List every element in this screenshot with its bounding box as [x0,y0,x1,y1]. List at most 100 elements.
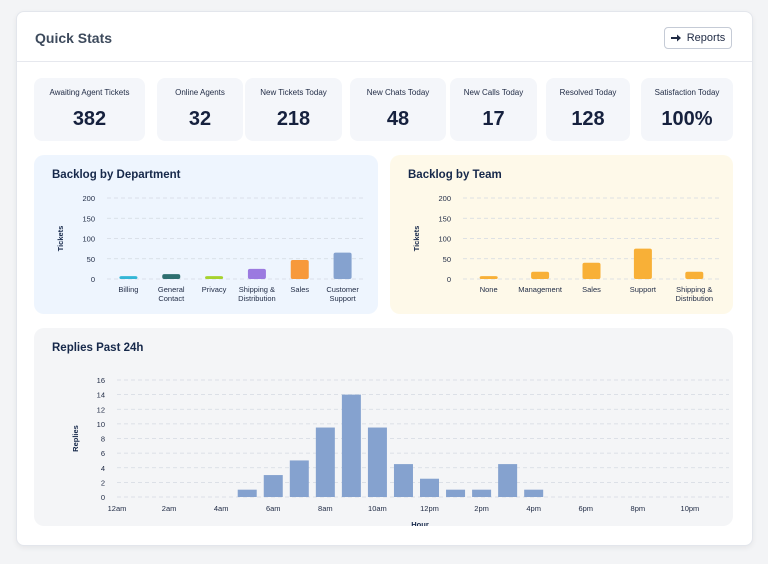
chart-title: Backlog by Team [408,169,502,181]
chart-title: Replies Past 24h [52,342,144,354]
y-axis-label: Replies [71,425,80,452]
x-tick-label: Distribution [676,294,714,303]
x-tick-label: 4pm [526,504,541,513]
y-tick-label: 2 [101,478,105,487]
x-tick-label: Sales [582,285,601,294]
stat-value: 17 [482,108,505,130]
y-tick-label: 8 [101,435,105,444]
stat-value: 382 [72,108,107,130]
stat-card-new-tickets-today: New Tickets Today 218 [245,78,342,141]
x-tick-label: Support [329,294,356,303]
y-tick-label: 200 [82,194,95,203]
reports-button[interactable]: Reports [664,27,732,49]
x-tick-label: General [158,285,185,294]
bar [367,427,387,497]
x-axis-label: Hour [411,520,429,526]
y-tick-label: 100 [438,235,451,244]
x-tick-label: Management [518,285,563,294]
stat-value: 48 [386,108,410,130]
stat-card-resolved-today: Resolved Today 128 [546,78,630,141]
y-tick-label: 4 [101,464,105,473]
bar [247,268,266,279]
bar [393,464,413,497]
bar [205,276,224,279]
stat-card-satisfaction-today: Satisfaction Today 100% [641,78,733,141]
bar [290,259,309,279]
reports-button-label: Reports [686,32,726,44]
panel-title: Quick Stats [35,30,113,46]
x-tick-label: 2pm [474,504,489,513]
x-tick-label: 2am [162,504,177,513]
x-tick-label: 12am [108,504,127,513]
y-tick-label: 0 [447,275,451,284]
bar [341,394,361,497]
stat-label: New Calls Today [463,88,524,97]
y-tick-label: 50 [443,255,451,264]
quick-stats-panel: Quick Stats Reports Awaiting Agent Ticke… [16,11,753,546]
bar [289,460,309,497]
bar [472,489,492,497]
bar [446,489,466,497]
x-tick-label: Distribution [238,294,276,303]
bar [119,276,138,279]
stat-card-online-agents: Online Agents 32 [157,78,243,141]
x-tick-label: Privacy [202,285,227,294]
arrow-right-icon [670,34,681,42]
y-tick-label: 50 [87,255,95,264]
y-tick-label: 0 [101,493,105,502]
y-tick-label: 100 [82,235,95,244]
bar [524,489,544,497]
x-tick-label: 6am [266,504,281,513]
stat-value: 218 [276,108,311,130]
y-tick-label: 150 [82,214,95,223]
y-tick-label: 10 [97,420,105,429]
bar [263,475,283,497]
stat-value: 100% [661,108,713,130]
bar [582,262,601,279]
stat-value: 32 [188,108,212,130]
bar [315,427,335,497]
bar [333,252,352,279]
bar [479,276,498,279]
bar [685,271,704,279]
y-tick-label: 150 [438,214,451,223]
department-chart-svg: 0 50 100 150 200 Tickets Billing GeneralContact… [56,194,364,303]
x-tick-label: 10pm [681,504,700,513]
x-tick-label: Billing [118,285,138,294]
bar [237,489,257,497]
stat-value: 128 [571,108,605,130]
stat-label: New Chats Today [366,88,430,97]
x-tick-label: Contact [158,294,185,303]
x-tick-label: 6pm [578,504,593,513]
stat-label: Awaiting Agent Tickets [49,88,130,97]
y-tick-label: 0 [91,275,95,284]
x-tick-label: Shipping & [676,285,712,294]
x-tick-label: 10am [368,504,387,513]
y-axis-label: Tickets [412,226,421,252]
x-tick-label: None [480,285,498,294]
x-tick-label: 12pm [420,504,439,513]
y-tick-label: 16 [97,376,105,385]
backlog-by-department-chart: Backlog by Department 0 50 100 150 200 Ticket… [34,155,378,314]
bar [162,274,181,279]
stat-card-awaiting-agent-tickets: Awaiting Agent Tickets 382 [34,78,145,141]
panel-header: Quick Stats Reports [17,12,752,62]
team-chart-svg: 0 50 100 150 200 Tickets None Management Sales Su… [412,194,720,303]
stat-label: Satisfaction Today [654,88,720,97]
x-tick-label: Support [630,285,657,294]
x-tick-label: 8am [318,504,333,513]
stat-label: New Tickets Today [260,88,327,97]
x-tick-label: Customer [326,285,359,294]
bar [531,271,550,279]
x-tick-label: Sales [290,285,309,294]
replies-chart-svg: 0 2 4 6 8 10 12 14 16 Replies 12am 2am 4am 6am 8am 10am… [71,376,729,526]
y-tick-label: 14 [97,391,105,400]
replies-past-24h-chart: Replies Past 24h 0 2 4 6 8 10 12 14 16 Replies 12a… [34,328,733,526]
y-tick-label: 6 [101,449,105,458]
bar [633,248,652,279]
x-tick-label: 8pm [631,504,646,513]
stat-label: Online Agents [175,88,225,97]
y-tick-label: 200 [438,194,451,203]
backlog-by-team-chart: Backlog by Team 0 50 100 150 200 Tickets None M… [390,155,733,314]
chart-title: Backlog by Department [52,169,181,181]
